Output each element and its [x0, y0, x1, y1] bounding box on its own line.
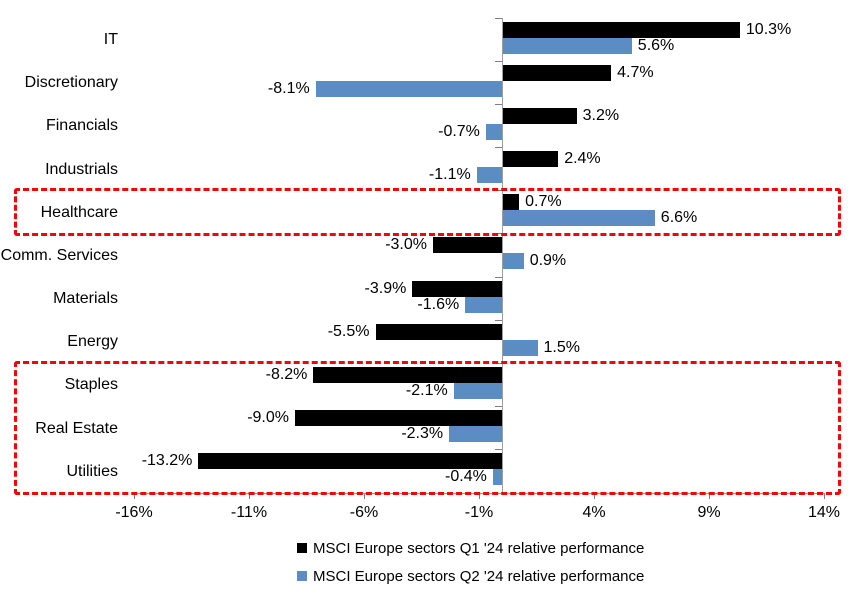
bar-q2: [449, 426, 502, 443]
bar-q2: [503, 339, 538, 356]
value-label: -3.0%: [385, 236, 427, 254]
value-label: 6.6%: [660, 209, 698, 227]
value-label: -9.0%: [247, 409, 289, 427]
bar-q2: [503, 253, 524, 270]
bar-q1: [503, 21, 740, 38]
category-label: Materials: [53, 290, 118, 308]
y-axis-tick: [495, 17, 502, 19]
value-label: -13.2%: [141, 452, 193, 470]
value-label: 3.2%: [582, 106, 620, 124]
bar-q2: [465, 296, 502, 313]
y-axis-tick: [495, 147, 502, 149]
bar-q1: [503, 151, 559, 168]
bar-q1: [503, 194, 520, 211]
bar-q1: [295, 410, 502, 427]
value-label: -1.1%: [428, 166, 471, 184]
legend-swatch-q1: [297, 543, 307, 553]
category-label: Industrials: [45, 160, 118, 178]
legend-swatch-q2: [297, 571, 307, 581]
x-axis-tick-label: 14%: [807, 504, 841, 521]
category-label: Real Estate: [35, 419, 118, 437]
x-axis-tick: [824, 494, 825, 499]
bar-q2: [453, 382, 502, 399]
x-axis-tick: [364, 494, 365, 499]
legend-label: MSCI Europe sectors Q2 '24 relative perf…: [313, 567, 645, 585]
x-axis-tick-label: -16%: [115, 504, 153, 521]
highlight-box: [14, 360, 841, 496]
bar-q1: [433, 237, 502, 254]
bar-q2: [485, 123, 502, 140]
bar-q1: [503, 64, 612, 81]
y-axis-tick: [495, 449, 502, 451]
x-axis-tick-label: -1%: [464, 504, 494, 521]
bar-q2: [492, 469, 502, 486]
x-axis-tick: [594, 494, 595, 499]
x-axis-tick-label: 9%: [697, 504, 721, 521]
category-label: IT: [103, 31, 118, 48]
x-axis-tick: [709, 494, 710, 499]
bar-q1: [412, 280, 502, 297]
x-axis-tick-label: -6%: [349, 504, 379, 521]
x-axis-tick: [249, 494, 250, 499]
category-label: Staples: [64, 376, 118, 394]
category-label: Discretionary: [24, 74, 118, 92]
value-label: 0.9%: [529, 252, 567, 270]
value-label: -3.9%: [364, 279, 407, 297]
legend-item: MSCI Europe sectors Q2 '24 relative perf…: [297, 567, 644, 585]
x-axis-tick-label: 4%: [582, 504, 606, 521]
legend-label: MSCI Europe sectors Q1 '24 relative perf…: [313, 539, 645, 557]
value-label: -2.3%: [401, 425, 444, 443]
bar-q2: [503, 210, 655, 227]
x-axis-tick: [134, 494, 135, 499]
y-axis-tick: [495, 319, 502, 321]
value-label: 0.7%: [525, 193, 562, 211]
bar-q1: [313, 366, 502, 383]
bar-q2: [476, 167, 502, 184]
bar-q1: [503, 107, 577, 124]
bar-q1: [198, 453, 502, 470]
x-axis-tick-label: -11%: [230, 504, 268, 521]
category-label: Comm. Services: [0, 246, 118, 264]
bar-q2: [315, 80, 502, 97]
value-label: -0.4%: [445, 468, 487, 486]
value-label: -2.1%: [405, 381, 448, 399]
bar-q2: [503, 37, 632, 54]
y-axis-line: [502, 18, 503, 493]
category-label: Energy: [67, 333, 118, 351]
value-label: 5.6%: [637, 36, 675, 54]
category-label: Utilities: [66, 462, 118, 480]
x-axis-tick: [479, 494, 480, 499]
y-axis-tick: [495, 406, 502, 408]
category-label: Healthcare: [40, 203, 118, 221]
legend-item: MSCI Europe sectors Q1 '24 relative perf…: [297, 539, 644, 557]
y-axis-tick: [495, 60, 502, 62]
bar-q1: [375, 323, 502, 340]
value-label: -5.5%: [327, 322, 370, 340]
value-label: 2.4%: [564, 150, 601, 168]
category-label: Financials: [45, 117, 118, 135]
value-label: -0.7%: [438, 122, 480, 140]
value-label: 1.5%: [543, 338, 580, 356]
value-label: -1.6%: [417, 295, 460, 313]
y-axis-tick: [495, 276, 502, 278]
value-label: 10.3%: [745, 20, 792, 38]
value-label: 4.7%: [617, 63, 654, 81]
value-label: -8.1%: [267, 79, 310, 97]
y-axis-tick: [495, 103, 502, 105]
value-label: -8.2%: [265, 365, 308, 383]
highlight-box: [14, 188, 841, 237]
